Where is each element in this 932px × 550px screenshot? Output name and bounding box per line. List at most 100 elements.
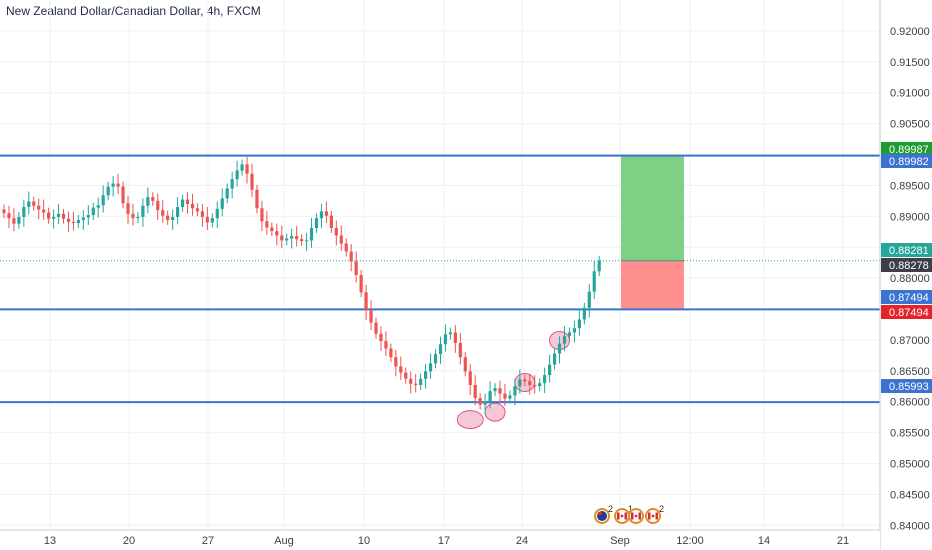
candle-body <box>552 353 557 365</box>
candle-body <box>419 378 423 385</box>
candle-body <box>205 216 209 223</box>
candle-body <box>404 372 408 379</box>
candle-body <box>280 235 284 241</box>
candle-body <box>47 212 51 219</box>
candle-body <box>161 210 165 216</box>
candle-body <box>235 170 239 180</box>
candle-body <box>448 332 452 335</box>
candle-body <box>503 393 507 399</box>
y-tick-label: 0.85000 <box>890 458 930 470</box>
event-count-badge: 1 <box>628 504 633 514</box>
candle-body <box>438 344 443 355</box>
price-tag-label: 0.88278 <box>889 260 929 272</box>
candles <box>2 156 601 415</box>
candle-body <box>71 221 76 224</box>
candle-body <box>285 238 289 241</box>
candle-body <box>295 236 299 240</box>
candle-body <box>309 228 314 241</box>
y-tick-label: 0.85500 <box>890 428 930 440</box>
candle-body <box>538 383 542 387</box>
x-tick-label: 10 <box>358 535 370 547</box>
y-tick-label: 0.84500 <box>890 489 930 501</box>
event-ca-flag-icon[interactable] <box>614 508 630 524</box>
y-tick-label: 0.86500 <box>890 366 930 378</box>
candle-body <box>166 215 170 220</box>
candle-body <box>22 207 26 217</box>
candle-body <box>513 386 517 396</box>
event-ca-flag-icon[interactable] <box>628 508 644 524</box>
candle-body <box>523 379 527 382</box>
candle-body <box>230 179 234 189</box>
candle-body <box>443 334 448 345</box>
candle-body <box>463 357 467 372</box>
y-tick-label: 0.91500 <box>890 57 930 69</box>
y-tick-label: 0.84000 <box>890 520 930 532</box>
candle-body <box>101 195 105 206</box>
candle-body <box>106 186 110 196</box>
candle-body <box>359 275 363 293</box>
ca-flag-band-left <box>648 512 651 520</box>
candle-body <box>394 357 398 367</box>
candle-body <box>458 342 462 358</box>
x-tick-label: Sep <box>610 535 630 547</box>
candle-body <box>339 235 343 244</box>
candle-body <box>354 261 358 275</box>
candle-body <box>314 218 319 229</box>
x-tick-label: 17 <box>438 535 450 547</box>
x-tick-label: 20 <box>123 535 135 547</box>
candle-body <box>126 203 130 214</box>
candle-body <box>344 243 348 252</box>
candle-body <box>577 319 581 329</box>
x-tick-label: 13 <box>44 535 56 547</box>
candle-body <box>32 201 36 206</box>
event-ca-flag-icon[interactable] <box>645 508 661 524</box>
x-tick-label: 27 <box>202 535 214 547</box>
event-count-badge: 2 <box>659 504 664 514</box>
x-tick-label: 12:00 <box>676 535 704 547</box>
chart-title: New Zealand Dollar/Canadian Dollar, 4h, … <box>6 4 261 18</box>
candle-body <box>498 388 502 394</box>
candle-body <box>131 213 135 219</box>
y-tick-label: 0.88000 <box>890 273 930 285</box>
candle-body <box>56 213 61 217</box>
candle-body <box>369 310 373 323</box>
ca-flag-leaf <box>651 514 655 518</box>
candle-body <box>116 183 120 187</box>
ca-flag-leaf <box>634 514 638 518</box>
nz-flag-canton <box>598 512 602 515</box>
price-axis-background <box>880 0 932 550</box>
price-tag-label: 0.88281 <box>889 245 929 257</box>
price-tag-label: 0.87494 <box>889 307 929 319</box>
profit-zone <box>621 155 684 261</box>
candle-body <box>195 208 200 212</box>
price-tag <box>881 142 932 156</box>
event-count-badge: 2 <box>608 504 613 514</box>
candle-body <box>290 236 294 239</box>
candle-body <box>17 216 21 224</box>
candle-body <box>270 227 274 232</box>
candle-body <box>567 332 572 337</box>
candle-body <box>255 189 259 209</box>
candle-body <box>37 205 41 210</box>
candle-body <box>240 164 244 171</box>
candle-body <box>225 188 229 199</box>
candle-body <box>111 183 115 187</box>
highlight-ellipse <box>484 402 506 422</box>
candle-body <box>389 348 393 358</box>
candle-body <box>190 203 195 209</box>
candle-body <box>364 292 368 311</box>
candle-body <box>42 209 46 213</box>
candle-body <box>61 213 66 219</box>
candle-body <box>260 208 264 222</box>
candle-body <box>582 307 586 320</box>
candle-body <box>12 218 16 224</box>
candle-body <box>304 240 309 242</box>
candle-body <box>7 213 11 219</box>
candle-body <box>319 211 324 219</box>
y-tick-label: 0.91000 <box>890 88 930 100</box>
candle-body <box>468 371 472 385</box>
event-nz-flag-icon[interactable] <box>594 508 610 524</box>
candle-body <box>250 173 254 190</box>
candle-body <box>86 215 90 218</box>
